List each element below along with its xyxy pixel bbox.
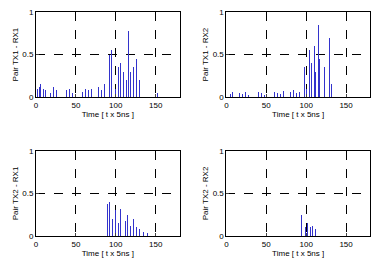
- svg-text:Pair TX1 - RX2: Pair TX1 - RX2: [201, 27, 210, 81]
- svg-text:Time [ t x 5ns ]: Time [ t x 5ns ]: [82, 249, 134, 258]
- svg-text:0: 0: [29, 93, 34, 102]
- svg-text:50: 50: [71, 101, 80, 110]
- svg-text:0.5: 0.5: [213, 50, 225, 59]
- svg-text:0: 0: [34, 101, 39, 110]
- svg-text:1: 1: [29, 8, 34, 17]
- svg-text:0: 0: [224, 101, 229, 110]
- svg-text:150: 150: [149, 101, 163, 110]
- svg-text:50: 50: [262, 240, 271, 249]
- svg-text:150: 150: [339, 101, 353, 110]
- svg-text:0: 0: [29, 232, 34, 241]
- svg-text:150: 150: [339, 240, 353, 249]
- svg-text:0: 0: [219, 93, 224, 102]
- svg-text:Time [ t x 5ns ]: Time [ t x 5ns ]: [272, 110, 324, 119]
- svg-text:0.5: 0.5: [22, 189, 34, 198]
- svg-text:100: 100: [109, 240, 123, 249]
- svg-text:100: 100: [299, 240, 313, 249]
- svg-text:0: 0: [34, 240, 39, 249]
- svg-text:100: 100: [299, 101, 313, 110]
- svg-text:0.5: 0.5: [22, 50, 34, 59]
- svg-text:1: 1: [29, 147, 34, 156]
- svg-text:0.5: 0.5: [213, 189, 225, 198]
- svg-text:100: 100: [109, 101, 123, 110]
- svg-text:Time [ t x 5ns ]: Time [ t x 5ns ]: [82, 110, 134, 119]
- svg-text:50: 50: [71, 240, 80, 249]
- svg-text:Pair TX2 - RX2: Pair TX2 - RX2: [201, 166, 210, 220]
- svg-text:150: 150: [149, 240, 163, 249]
- svg-text:Pair TX1 - RX1: Pair TX1 - RX1: [11, 27, 20, 81]
- svg-text:0: 0: [219, 232, 224, 241]
- svg-text:1: 1: [219, 147, 224, 156]
- svg-text:50: 50: [262, 101, 271, 110]
- svg-text:0: 0: [224, 240, 229, 249]
- svg-text:Time [ t x 5ns ]: Time [ t x 5ns ]: [272, 249, 324, 258]
- svg-text:1: 1: [219, 8, 224, 17]
- svg-text:Pair TX2 - RX1: Pair TX2 - RX1: [11, 166, 20, 220]
